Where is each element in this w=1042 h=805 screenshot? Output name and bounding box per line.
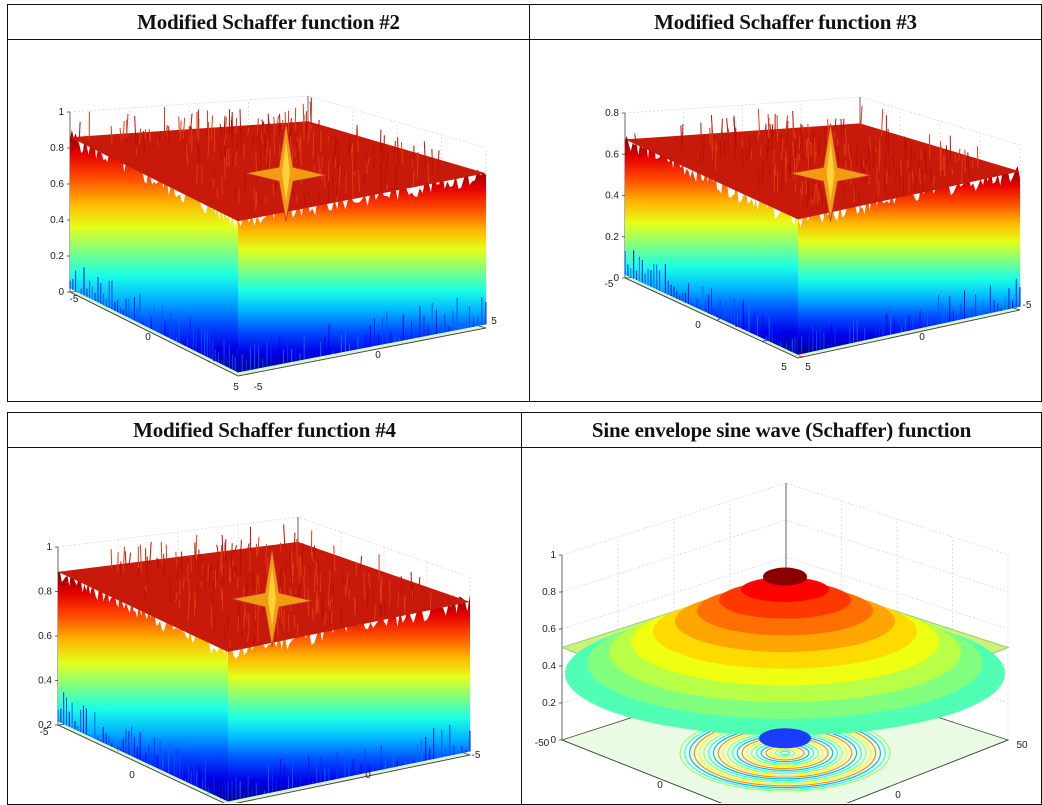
x-axis: -50050 — [535, 738, 663, 791]
center-peak — [245, 123, 327, 222]
z-tick-label: 1 — [58, 107, 64, 118]
panel-title: Modified Schaffer function #3 — [530, 5, 1041, 40]
y-tick-label: 50 — [1016, 740, 1028, 751]
z-tick-label: 0 — [613, 273, 619, 284]
x-tick-label: -50 — [535, 738, 550, 749]
surface-plot: 0 0.2 0.4 0.6 0.8 1 -5 0 5 -5 0 5 — [50, 95, 498, 393]
y-axis: 5 0 -5 — [805, 300, 1032, 373]
surface — [57, 524, 471, 802]
y-axis: -50050 — [895, 740, 1028, 801]
surface — [69, 97, 487, 373]
x-tick-label: 5 — [781, 362, 787, 373]
x-axis: -5 0 5 — [70, 294, 240, 393]
x-tick-label: 5 — [233, 382, 239, 393]
surface — [560, 567, 1010, 749]
z-tick-label: 0.2 — [542, 698, 556, 709]
y-tick-label: -5 — [1023, 300, 1032, 311]
panel-schaffer-2: Modified Schaffer function #2 0 0.2 0.4 0.6… — [7, 4, 530, 402]
z-tick-label: 0.2 — [605, 232, 619, 243]
z-tick-label: 0.4 — [50, 215, 64, 226]
z-tick-label: 0.2 — [50, 251, 64, 262]
z-tick-label: 0.6 — [38, 631, 52, 642]
z-tick-label: 0.6 — [542, 624, 556, 635]
panel-title: Modified Schaffer function #4 — [8, 413, 521, 448]
z-tick-label: 0.8 — [38, 587, 52, 598]
surface-plot: 00.20.40.60.8-505 50-5 — [605, 96, 1032, 373]
z-tick-label: 0 — [58, 287, 64, 298]
y-tick-label: 0 — [365, 770, 371, 781]
z-tick-label: 0.4 — [542, 661, 556, 672]
panel-title: Sine envelope sine wave (Schaffer) funct… — [522, 413, 1041, 448]
z-tick-label: 1 — [550, 550, 556, 561]
z-tick-label: 0.8 — [605, 108, 619, 119]
z-tick-label: 0 — [550, 735, 556, 746]
x-tick-label: 0 — [129, 770, 135, 781]
y-tick-label: 5 — [491, 316, 497, 327]
x-tick-label: 0 — [657, 780, 663, 791]
y-tick-label: 0 — [375, 350, 381, 361]
center-peak — [231, 548, 313, 647]
x-tick-label: 0 — [145, 332, 151, 343]
center-peak — [790, 123, 871, 222]
z-axis: 0 0.2 0.4 0.6 0.8 1 — [50, 107, 70, 298]
z-tick-label: 0.8 — [542, 587, 556, 598]
y-tick-label: -5 — [254, 382, 263, 393]
z-tick-label: 1 — [46, 542, 52, 553]
panel-sine-envelope: Sine envelope sine wave (Schaffer) funct… — [521, 412, 1042, 805]
surface — [624, 105, 1021, 355]
z-tick-label: 0.2 — [38, 720, 52, 731]
z-axis: 0 0.2 0.4 0.6 0.8 — [605, 108, 625, 284]
x-tick-label: 0 — [695, 320, 701, 331]
z-tick-label: 0.8 — [50, 143, 64, 154]
panel-schaffer-4: Modified Schaffer function #4 0.2 0.4 0.6 0… — [7, 412, 522, 805]
x-tick-label: -5 — [605, 279, 614, 290]
z-tick-label: 0.4 — [605, 191, 619, 202]
z-axis: 0.2 0.4 0.6 0.8 1 — [38, 542, 58, 731]
y-tick-label: 5 — [805, 362, 811, 373]
z-tick-label: 0.4 — [38, 676, 52, 687]
y-tick-label: 0 — [919, 332, 925, 343]
x-axis: -505 — [40, 727, 136, 781]
z-axis: 0 0.2 0.4 0.6 0.8 1 — [542, 550, 562, 746]
surface-plot: 00.20.40.60.81-50050-50050 — [535, 482, 1028, 803]
x-axis: -5 0 5 — [605, 279, 788, 373]
y-tick-label: -5 — [472, 750, 481, 761]
z-tick-label: 0.6 — [50, 179, 64, 190]
y-axis: 50-5 — [365, 750, 481, 781]
panel-schaffer-3: Modified Schaffer function #3 0 0.2 0.4 0.6… — [529, 4, 1042, 402]
panel-title: Modified Schaffer function #2 — [8, 5, 529, 40]
x-tick-label: -5 — [70, 294, 79, 305]
y-tick-label: 0 — [895, 790, 901, 801]
x-tick-label: -5 — [40, 727, 49, 738]
y-axis: -5 0 5 — [254, 316, 498, 393]
z-tick-label: 0.6 — [605, 149, 619, 160]
